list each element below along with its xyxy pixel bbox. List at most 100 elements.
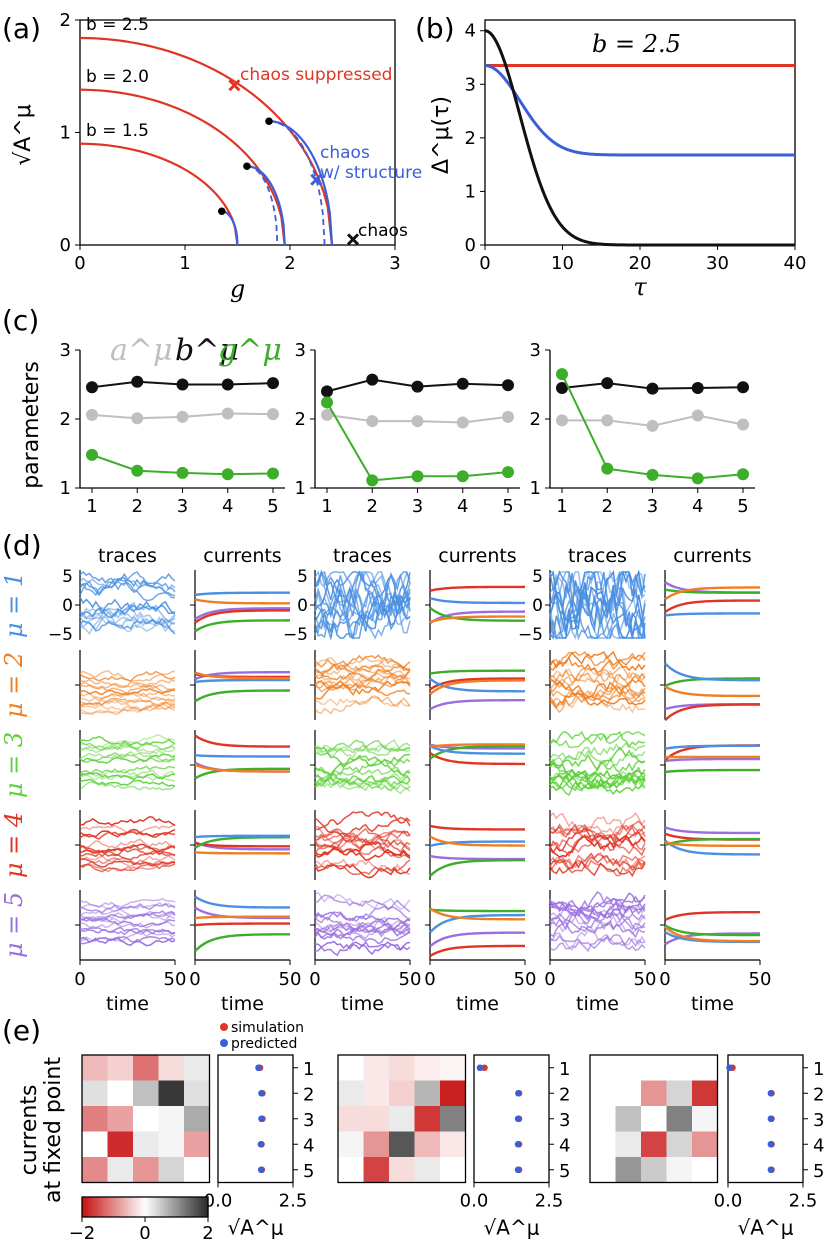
y-tick-label: 0: [297, 596, 308, 616]
heatmap-cell: [364, 1055, 390, 1081]
param-point-b: [692, 382, 704, 394]
param-point-g: [556, 368, 568, 380]
current-line: [430, 598, 525, 603]
heatmap-cell: [133, 1055, 159, 1081]
row-tick-label: 3: [303, 1110, 314, 1131]
param-point-a: [222, 407, 234, 419]
heatmap-cell: [590, 1081, 616, 1107]
row-label-1: μ = 1: [0, 572, 28, 638]
predicted-dot: [768, 1141, 775, 1148]
x-axis-label: time: [341, 993, 384, 1015]
heatmap-cell: [364, 1132, 390, 1158]
current-line: [430, 933, 525, 947]
x-tick-label: 0: [74, 253, 85, 274]
x-tick-label: 2.5: [535, 1191, 564, 1212]
row-tick-label: 5: [813, 1161, 824, 1182]
x-axis-label: time: [456, 993, 499, 1015]
param-point-g: [457, 470, 469, 482]
heatmap-cell: [108, 1081, 134, 1107]
row-label-5: μ = 5: [0, 892, 28, 958]
heatmap-cell: [667, 1055, 693, 1081]
x-axis-label: time: [106, 993, 149, 1015]
row-tick-label: 2: [303, 1084, 314, 1105]
heatmap-cell: [133, 1132, 159, 1158]
trace-line: [315, 697, 410, 706]
trace-line: [550, 732, 645, 746]
heatmap-cell: [364, 1157, 390, 1183]
x-axis-label: √A^μ: [228, 1216, 284, 1240]
heatmap-cell: [184, 1106, 210, 1132]
curve-label-2: b = 1.5: [86, 121, 149, 141]
row-tick-label: 1: [303, 1059, 314, 1080]
param-point-a: [556, 414, 568, 426]
y-tick-label: 0: [60, 235, 71, 256]
x-axis-label: √A^μ: [484, 1216, 540, 1240]
heatmap-cell: [616, 1081, 642, 1107]
x-tick-label: 0: [659, 969, 670, 990]
heatmap-cell: [415, 1106, 441, 1132]
heatmap-cell: [82, 1132, 108, 1158]
param-point-g: [86, 449, 98, 461]
blue-curve-0: [222, 211, 238, 245]
param-point-g: [737, 468, 749, 480]
current-line: [195, 599, 290, 603]
delta-series-black: [485, 31, 795, 245]
y-tick-label: 2: [60, 409, 71, 430]
x-tick-label: 50: [514, 969, 537, 990]
heatmap-cell: [184, 1132, 210, 1158]
heatmap-cell: [389, 1055, 415, 1081]
row-tick-label: 3: [559, 1110, 570, 1131]
heatmap-cell: [616, 1132, 642, 1158]
heatmap-cell: [590, 1106, 616, 1132]
heatmap-cell: [184, 1081, 210, 1107]
trace-line: [80, 737, 175, 745]
colorbar-tick-label: 2: [202, 1223, 213, 1239]
row-tick-label: 1: [813, 1059, 824, 1080]
heatmap-cell: [82, 1081, 108, 1107]
y-tick-label: 1: [465, 181, 476, 202]
y-axis-label: √A^μ: [11, 104, 36, 166]
y-tick-label: −5: [518, 625, 543, 645]
x-axis-label: time: [576, 993, 619, 1015]
current-line: [430, 910, 525, 911]
param-point-b: [222, 379, 234, 391]
cross-marker: [348, 234, 358, 244]
heatmap-cell: [440, 1132, 466, 1158]
current-line: [195, 897, 290, 908]
current-line: [195, 843, 290, 846]
predicted-dot: [258, 1141, 265, 1148]
current-line: [195, 917, 290, 918]
predicted-dot: [726, 1064, 733, 1071]
x-tick-label: 50: [749, 969, 772, 990]
y-tick-label: 1: [60, 123, 71, 144]
y-tick-label: 2: [295, 409, 306, 430]
param-point-a: [267, 408, 279, 420]
y-tick-label: 0: [532, 596, 543, 616]
y-tick-label: 3: [530, 340, 541, 361]
predicted-dot: [515, 1115, 522, 1122]
heatmap-cell: [415, 1081, 441, 1107]
heatmap-cell: [692, 1055, 718, 1081]
blue-dashed-curve-1: [247, 166, 277, 245]
predicted-dot: [515, 1090, 522, 1097]
param-point-b: [267, 377, 279, 389]
row-tick-label: 5: [559, 1161, 570, 1182]
bifurcation-dot: [265, 117, 273, 125]
x-tick-label: 0.0: [460, 1191, 489, 1212]
y-tick-label: 2: [465, 128, 476, 149]
heatmap-cell: [159, 1081, 185, 1107]
heatmap-cell: [184, 1055, 210, 1081]
heatmap-cell: [338, 1081, 364, 1107]
x-tick-label: 3: [647, 496, 658, 517]
y-tick-label: −5: [48, 625, 73, 645]
heatmap-cell: [641, 1055, 667, 1081]
predicted-dot: [515, 1166, 522, 1173]
column-title: currents: [438, 545, 516, 567]
current-line: [195, 593, 290, 595]
y-tick-label: 4: [465, 21, 476, 42]
param-point-a: [86, 409, 98, 421]
current-line: [665, 770, 760, 772]
current-line: [195, 924, 290, 926]
